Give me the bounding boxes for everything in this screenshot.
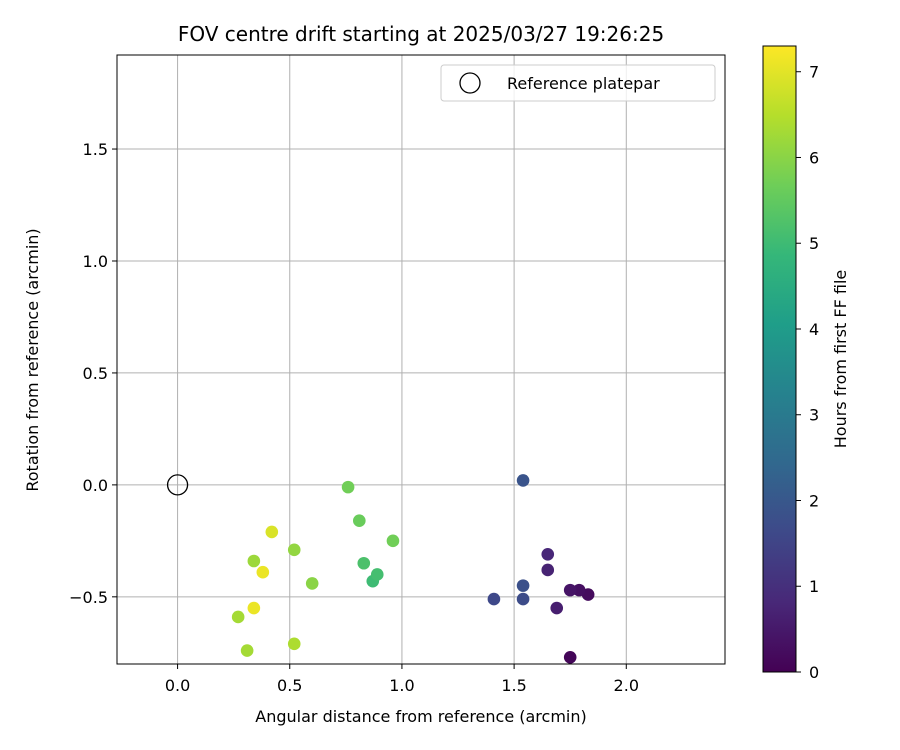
y-tick-label: 1.5 [83, 140, 108, 159]
plot-area [116, 54, 726, 665]
data-point [231, 610, 245, 624]
y-tick-label: 1.0 [83, 252, 108, 271]
colorbar: 0 1 2 3 4 5 6 7 Hours from first FF file [762, 45, 850, 682]
y-axis-label: Rotation from reference (arcmin) [23, 228, 42, 491]
y-axis: −0.5 0.0 0.5 1.0 1.5 [69, 140, 117, 607]
data-point [572, 583, 586, 597]
data-point [386, 534, 400, 548]
data-point [563, 583, 577, 597]
data-point [287, 543, 301, 557]
x-tick-label: 2.0 [614, 676, 639, 695]
reference-point [166, 474, 189, 496]
colorbar-tick-label: 5 [809, 234, 819, 253]
legend: Reference platepar [440, 64, 716, 102]
data-point [265, 525, 279, 539]
x-tick-label: 1.0 [389, 676, 414, 695]
colorbar-ticks: 0 1 2 3 4 5 6 7 [796, 63, 819, 682]
data-point [563, 650, 577, 664]
reference-layer [166, 474, 189, 496]
data-point [516, 474, 530, 487]
data-point [516, 579, 530, 592]
data-point [541, 547, 555, 561]
colorbar-fill [763, 46, 796, 672]
plot-background [117, 55, 725, 664]
data-point [247, 601, 261, 615]
grid-lines [117, 55, 725, 664]
y-tick-label: 0.0 [83, 476, 108, 495]
legend-box [440, 64, 716, 102]
colorbar-tick-label: 4 [809, 320, 819, 339]
data-point [305, 577, 319, 590]
data-point [516, 592, 530, 606]
colorbar-tick-label: 6 [809, 148, 819, 167]
x-tick-label: 1.5 [501, 676, 526, 695]
data-point [341, 480, 355, 494]
colorbar-frame [762, 45, 797, 673]
data-point [240, 644, 254, 657]
colorbar-tick-label: 1 [809, 577, 819, 596]
colorbar-tick-label: 2 [809, 491, 819, 510]
data-point [256, 565, 270, 579]
data-point [487, 592, 501, 606]
x-tick-label: 0.5 [277, 676, 302, 695]
data-point [550, 601, 564, 615]
colorbar-tick-label: 0 [809, 663, 819, 682]
colorbar-tick-label: 3 [809, 406, 819, 425]
legend-marker-reference [459, 72, 481, 94]
points-layer [231, 474, 595, 664]
plot-frame [116, 54, 726, 665]
data-point [357, 556, 371, 570]
data-point [247, 554, 261, 568]
x-tick-label: 0.0 [165, 676, 190, 695]
legend-label-reference: Reference platepar [507, 74, 660, 93]
y-tick-label: 0.5 [83, 364, 108, 383]
y-tick-label: −0.5 [69, 588, 108, 607]
colorbar-label: Hours from first FF file [831, 270, 850, 449]
data-point [541, 563, 555, 577]
data-point [353, 514, 366, 528]
x-axis: 0.0 0.5 1.0 1.5 2.0 [165, 664, 639, 695]
data-point [287, 637, 301, 651]
x-axis-label: Angular distance from reference (arcmin) [255, 707, 586, 726]
data-point [370, 568, 384, 581]
chart-title: FOV centre drift starting at 2025/03/27 … [178, 22, 664, 46]
colorbar-tick-label: 7 [809, 63, 819, 82]
